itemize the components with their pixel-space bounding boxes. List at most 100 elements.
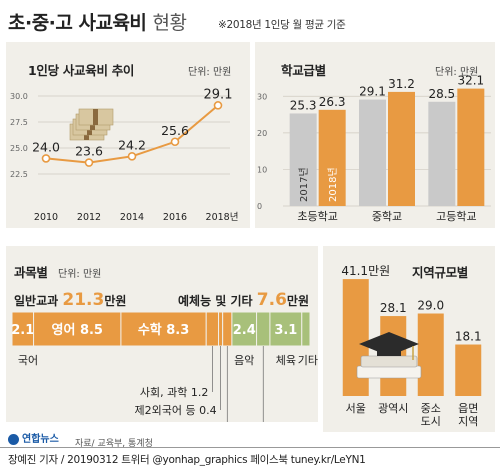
money-stack-illustration	[69, 108, 114, 141]
segment	[120, 311, 207, 347]
bar-value-label: 29.0	[417, 299, 444, 313]
subject-chart-title: 과목별	[14, 265, 48, 280]
data-point	[170, 137, 180, 147]
below-label: 국어	[18, 354, 38, 367]
data-point	[84, 158, 94, 167]
y-tick-label: 0	[257, 202, 262, 211]
legend-label: 2017년	[298, 167, 310, 202]
category-label: 중학교	[372, 210, 402, 223]
yonhap-logo-text: 연합뉴스	[22, 434, 59, 445]
arts-subject-value: 7.6	[256, 290, 287, 310]
segment	[222, 311, 233, 347]
y-tick-label: 30	[257, 92, 267, 101]
region-chart-title: 지역규모별	[412, 265, 469, 280]
bar-value-label: 41.1만원	[341, 264, 390, 278]
data-point	[213, 101, 223, 110]
segment-label: 2.1	[11, 323, 34, 338]
general-subject-value: 21.3	[62, 290, 105, 310]
page-title-bold: 초·중·고 사교육비	[8, 12, 147, 34]
y-tick-label: 10	[257, 165, 267, 174]
footer-credit: 장예진 기자 / 20190312 트위터 @yonhap_graphics 페…	[8, 454, 366, 466]
below-label: 기타	[298, 354, 318, 367]
graduation-cap-illustration	[356, 332, 422, 379]
subject-chart-unit: 단위: 만원	[58, 269, 102, 280]
x-tick-label: 2018년	[206, 212, 239, 223]
line-chart-panel	[6, 42, 250, 228]
line-chart: 30.0 27.5 25.0 22.5 24.0 2010 23.6 2012 24.2 2014…	[10, 87, 239, 223]
general-subject-label: 일반교과	[14, 294, 59, 308]
category-label: 지역	[458, 415, 478, 428]
bar	[289, 113, 317, 206]
data-label: 29.1	[204, 87, 233, 102]
below-label: 체육	[276, 354, 296, 367]
x-tick-label: 2016	[163, 212, 187, 223]
yonhap-logo: 연합뉴스	[8, 430, 59, 445]
bar	[342, 279, 369, 396]
yonhap-logo-icon	[8, 433, 19, 445]
data-label: 24.2	[118, 137, 146, 152]
diploma-book	[360, 355, 418, 368]
school-chart-unit: 단위: 만원	[435, 67, 479, 78]
cap-base	[377, 347, 401, 356]
bar	[359, 99, 386, 206]
bar-value-label: 25.3	[290, 98, 317, 112]
source-note: 자료/ 교육부, 통계청	[75, 439, 153, 449]
y-tick-label: 30.0	[10, 92, 28, 101]
money-band	[93, 109, 98, 125]
footer-bar	[0, 447, 500, 473]
bar	[455, 344, 482, 396]
category-label: 읍면	[458, 402, 478, 415]
x-tick-label: 2014	[120, 212, 144, 223]
y-tick-label: 22.5	[10, 170, 28, 179]
callout-label: 제2외국어 등 0.4	[135, 404, 217, 417]
bar-value-label: 31.2	[388, 77, 415, 91]
y-tick-label: 25.0	[10, 144, 28, 153]
bar-value-label: 18.1	[455, 330, 482, 344]
page-title: 초·중·고 사교육비 현황	[8, 8, 187, 35]
segment	[231, 311, 258, 347]
general-subject-total: 일반교과 21.3만원	[14, 290, 126, 310]
bar-value-label: 26.3	[319, 95, 346, 109]
below-label: 음악	[234, 354, 254, 367]
segment	[205, 311, 220, 347]
y-tick-label: 27.5	[10, 118, 28, 127]
segment-label: 영어 8.5	[52, 322, 103, 338]
x-tick-label: 2012	[77, 212, 101, 223]
cap-top	[359, 332, 419, 356]
data-label: 24.0	[32, 139, 60, 154]
y-tick-label: 20	[257, 129, 267, 138]
line-chart-title: 1인당 사교육비 추이	[28, 63, 135, 78]
segment-label: 수학 8.3	[138, 322, 189, 338]
category-label: 광역시	[378, 402, 408, 415]
segment	[256, 311, 271, 347]
bar-value-label: 29.1	[359, 85, 386, 99]
bar	[428, 101, 456, 206]
bar	[388, 91, 415, 206]
data-label: 23.6	[75, 144, 103, 159]
x-tick-label: 2010	[34, 212, 58, 223]
category-label: 중소	[421, 402, 441, 415]
arts-subject-suffix: 만원	[286, 294, 310, 308]
segment-label: 3.1	[274, 323, 297, 338]
data-point	[127, 152, 137, 161]
segment	[218, 311, 224, 347]
bar	[318, 109, 346, 206]
bar-value-label: 32.1	[457, 74, 484, 88]
general-subject-suffix: 만원	[104, 294, 127, 308]
segment-label: 2.4	[233, 323, 256, 338]
category-label: 초등학교	[297, 210, 337, 223]
legend-label: 2018년	[327, 167, 339, 202]
bar-value-label: 28.1	[380, 301, 407, 315]
arts-subject-label: 예체능 및 기타	[178, 294, 253, 308]
diploma-book	[356, 365, 422, 379]
category-label: 도시	[421, 415, 441, 428]
callout-label: 사회, 과학 1.2	[140, 386, 208, 399]
category-label: 서울	[346, 402, 366, 415]
line-chart-unit: 단위: 만원	[188, 67, 232, 78]
data-label: 25.6	[161, 123, 189, 138]
bar	[417, 313, 444, 396]
segment	[301, 311, 311, 347]
